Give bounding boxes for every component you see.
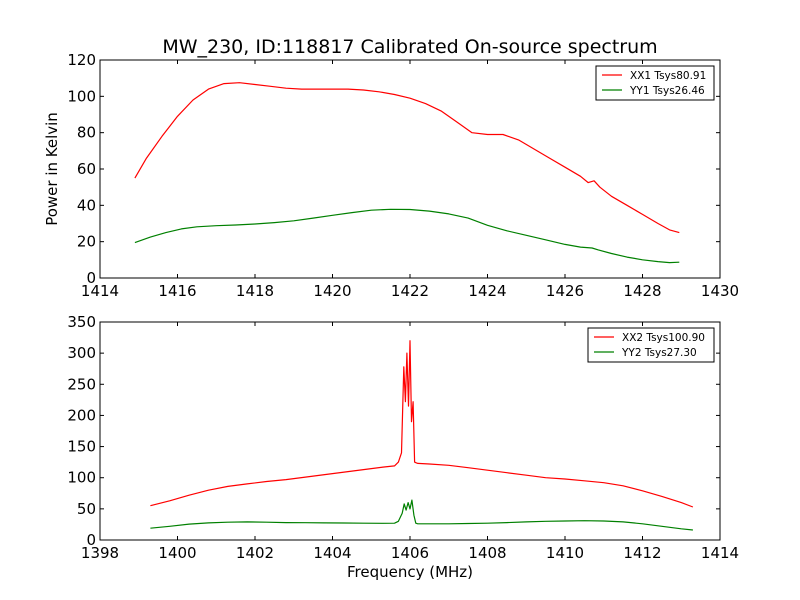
legend-label: YY2 Tsys27.30 xyxy=(621,347,697,359)
y-tick-label: 40 xyxy=(77,196,96,214)
x-tick-label: 1402 xyxy=(236,544,274,562)
y-tick-label: 0 xyxy=(86,269,96,287)
x-tick-label: 1414 xyxy=(701,544,739,562)
y-tick-label: 50 xyxy=(77,500,96,518)
legend-box xyxy=(595,65,715,101)
series-line-1-1 xyxy=(134,82,680,234)
y-tick-label: 60 xyxy=(77,160,96,178)
y-tick-label: 350 xyxy=(67,313,96,331)
y-tick-label: 80 xyxy=(77,124,96,142)
x-tick-label: 1400 xyxy=(158,544,196,562)
legend-label: YY1 Tsys26.46 xyxy=(629,85,705,97)
x-tick-label: 1428 xyxy=(623,282,661,300)
x-tick-label: 1430 xyxy=(701,282,739,300)
y-tick-label: 250 xyxy=(67,375,96,393)
x-tick-label: 1418 xyxy=(236,282,274,300)
bottom-panel: 1398 1400 1402 1404 1406 1408 1410 1412 1414 0 50 1… xyxy=(67,313,739,562)
x-tick-label: 1422 xyxy=(391,282,429,300)
y-tick-label: 300 xyxy=(67,344,96,362)
series-line-2-1 xyxy=(150,340,694,508)
x-tick-label: 1420 xyxy=(313,282,351,300)
x-tick-label: 1398 xyxy=(81,544,119,562)
legend-label: XX1 Tsys80.91 xyxy=(630,70,706,82)
series-line-1-2 xyxy=(134,208,680,264)
chart-title: MW_230, ID:118817 Calibrated On-source s… xyxy=(162,36,657,58)
y-tick-label: 120 xyxy=(67,51,96,69)
x-axis-label: Frequency (MHz) xyxy=(347,563,473,581)
legend-label: XX2 Tsys100.90 xyxy=(622,332,705,344)
y-tick-label: 150 xyxy=(67,438,96,456)
y-tick-label: 200 xyxy=(67,406,96,424)
y-tick-label: 100 xyxy=(67,469,96,487)
y-tick-label: 20 xyxy=(77,233,96,251)
y-tick-label: 100 xyxy=(67,87,96,105)
y-tick-label: 0 xyxy=(86,531,96,549)
x-tick-label: 1404 xyxy=(313,544,351,562)
top-panel: 1414 1416 1418 1420 1422 1424 1426 1428 1430 0 20 4… xyxy=(67,51,739,300)
x-tick-label: 1414 xyxy=(81,282,119,300)
x-tick-label: 1426 xyxy=(546,282,584,300)
y-axis-label: Power in Kelvin xyxy=(43,112,61,226)
x-tick-label: 1416 xyxy=(158,282,196,300)
x-tick-label: 1424 xyxy=(468,282,506,300)
legend-box xyxy=(587,327,715,363)
x-tick-label: 1410 xyxy=(546,544,584,562)
x-tick-label: 1408 xyxy=(468,544,506,562)
x-tick-label: 1412 xyxy=(623,544,661,562)
series-line-2-2 xyxy=(150,499,693,531)
x-tick-label: 1406 xyxy=(391,544,429,562)
